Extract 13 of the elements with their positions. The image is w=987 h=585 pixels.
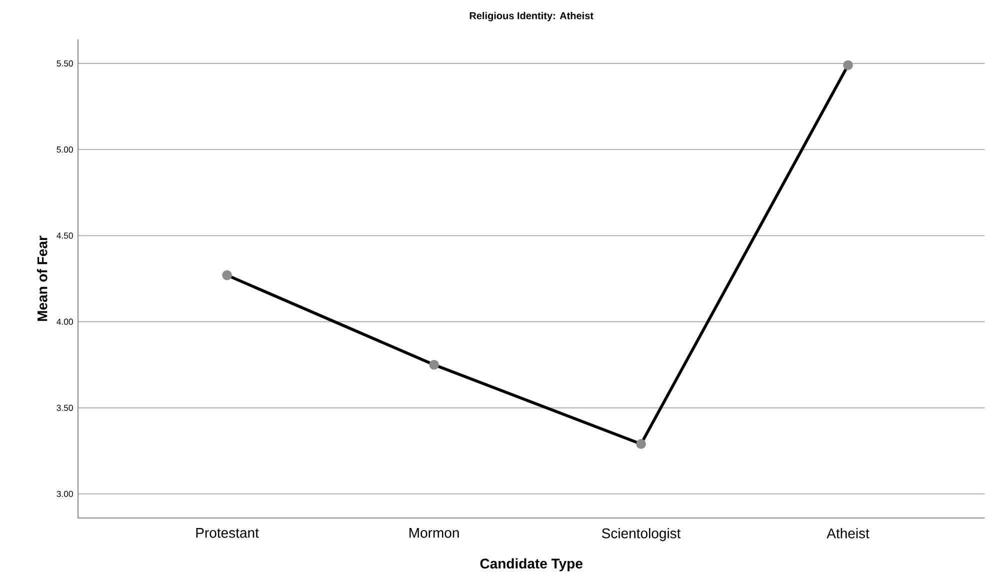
x-tick-label: Protestant xyxy=(196,528,259,538)
x-tick-label: Atheist xyxy=(826,528,870,538)
y-tick-label: 4.50 xyxy=(56,232,73,239)
y-tick-label: 4.00 xyxy=(56,318,73,325)
y-tick-label: 5.00 xyxy=(56,146,73,153)
y-axis-title: Mean of Fear xyxy=(36,236,48,321)
x-axis-title: Candidate Type xyxy=(480,558,582,572)
chart-title: Religious Identity: Atheist xyxy=(470,12,594,22)
x-tick-label: Mormon xyxy=(410,528,459,538)
y-tick-label: 3.00 xyxy=(56,490,73,497)
x-tick-label: Scientologist xyxy=(602,528,681,542)
y-tick-label: 5.50 xyxy=(56,60,73,66)
y-tick-label: 3.50 xyxy=(56,404,73,411)
